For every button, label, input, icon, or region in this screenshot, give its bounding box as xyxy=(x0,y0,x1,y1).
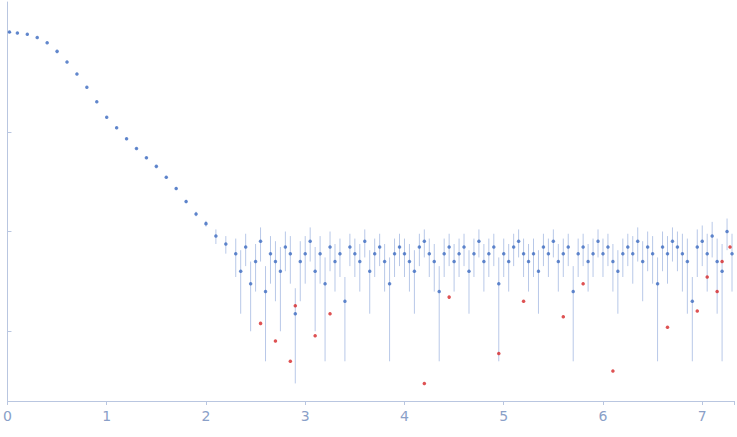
svg-text:1: 1 xyxy=(102,408,111,424)
svg-text:2: 2 xyxy=(202,408,211,424)
svg-text:4: 4 xyxy=(400,408,409,424)
svg-text:7: 7 xyxy=(698,408,707,424)
svg-text:3: 3 xyxy=(301,408,310,424)
svg-text:0: 0 xyxy=(3,408,12,424)
svg-text:6: 6 xyxy=(599,408,608,424)
svg-text:5: 5 xyxy=(499,408,508,424)
